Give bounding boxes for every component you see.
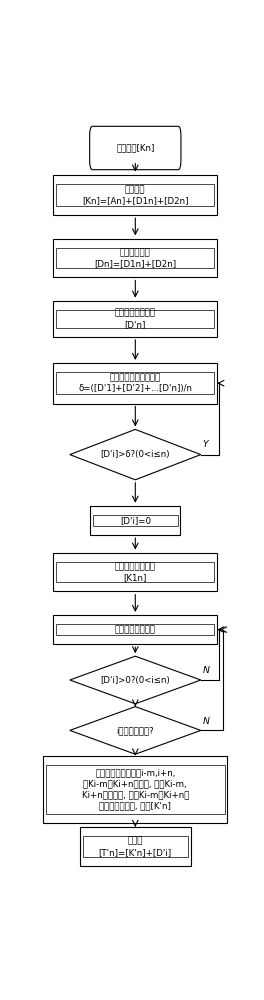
Bar <box>53 301 217 337</box>
Text: 小波分解细节
[Dn]=[D1n]+[D2n]: 小波分解细节 [Dn]=[D1n]+[D2n] <box>94 248 176 268</box>
Bar <box>83 836 188 857</box>
Bar <box>56 248 214 268</box>
Text: 监测数据[Kn]: 监测数据[Kn] <box>116 143 154 152</box>
Text: 小波分解
[Kn]=[An]+[D1n]+[D2n]: 小波分解 [Kn]=[An]+[D1n]+[D2n] <box>82 185 188 205</box>
Text: Y: Y <box>203 440 209 449</box>
Bar <box>56 184 214 206</box>
Bar <box>53 175 217 215</box>
Text: 轮廓左右底部位置为i-m,i+n,
以Ki-m和Ki+n为基准, 取消Ki-m,
Ki+n之间的值, 用以Ki-m和Ki+n为
基准的插值代替, 得到[K'n]: 轮廓左右底部位置为i-m,i+n, 以Ki-m和Ki+n为基准, 取消Ki-m,… <box>82 768 189 810</box>
Bar <box>53 363 217 403</box>
Bar <box>56 562 214 582</box>
Text: 监测数据轮廓拟合
[K1n]: 监测数据轮廓拟合 [K1n] <box>115 562 156 582</box>
Text: i位于轮廓波峰?: i位于轮廓波峰? <box>116 726 154 735</box>
Text: 细节数据轮廓拟合
[D'n]: 细节数据轮廓拟合 [D'n] <box>115 309 156 329</box>
Bar <box>80 827 191 866</box>
Text: N: N <box>203 716 210 726</box>
Text: [D'i]>δ?(0<i≤n): [D'i]>δ?(0<i≤n) <box>101 450 170 459</box>
Bar <box>53 239 217 277</box>
Bar <box>56 624 214 635</box>
Text: 细节数据轮廓算术平均
δ=([D'1]+[D'2]+...[D'n])/n: 细节数据轮廓算术平均 δ=([D'1]+[D'2]+...[D'n])/n <box>78 373 192 393</box>
Text: N: N <box>203 666 210 675</box>
Text: 监测数据轮廓波峰: 监测数据轮廓波峰 <box>115 625 156 634</box>
FancyBboxPatch shape <box>90 126 181 170</box>
Bar <box>90 506 180 535</box>
Bar <box>56 372 214 394</box>
Bar <box>43 756 227 823</box>
Text: 门限值
[T'n]=[K'n]+[D'i]: 门限值 [T'n]=[K'n]+[D'i] <box>99 837 172 857</box>
Bar <box>53 615 217 644</box>
Polygon shape <box>70 429 201 480</box>
Bar <box>46 765 225 814</box>
Text: [D'i]>0?(0<i≤n): [D'i]>0?(0<i≤n) <box>100 676 170 684</box>
Bar <box>56 310 214 328</box>
Polygon shape <box>70 707 201 754</box>
Text: [D'i]=0: [D'i]=0 <box>120 516 151 525</box>
Polygon shape <box>70 656 201 704</box>
Bar <box>53 553 217 591</box>
Bar <box>93 515 178 526</box>
